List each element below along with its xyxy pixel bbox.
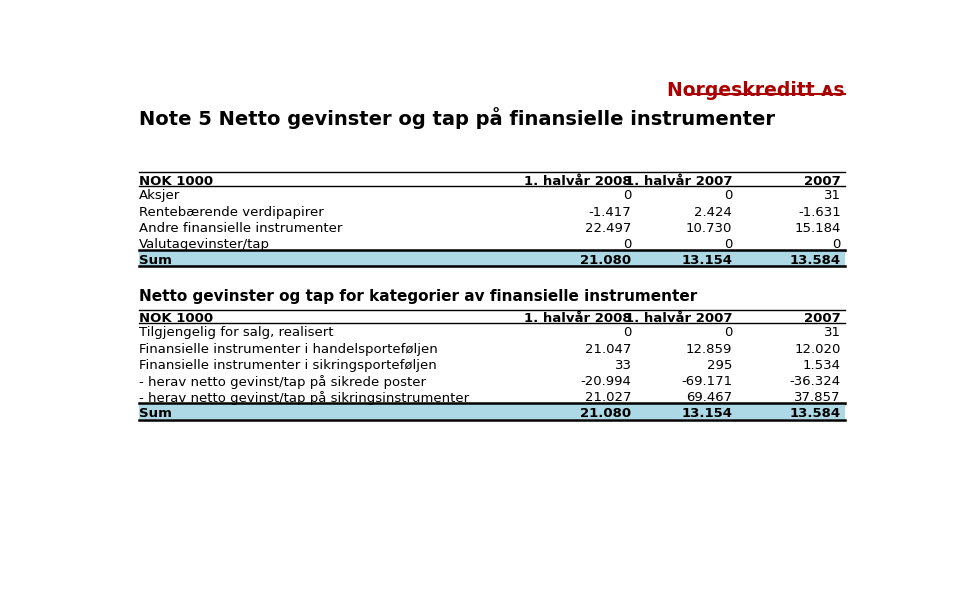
Text: 21.080: 21.080: [581, 407, 632, 420]
Text: 13.584: 13.584: [790, 407, 841, 420]
Text: 1. halvår 2007: 1. halvår 2007: [625, 312, 732, 325]
Text: Sum: Sum: [139, 407, 172, 420]
Text: 0: 0: [832, 238, 841, 251]
Text: 37.857: 37.857: [794, 391, 841, 404]
Text: 0: 0: [724, 238, 732, 251]
Text: 21.080: 21.080: [581, 254, 632, 267]
Text: 295: 295: [707, 359, 732, 372]
Text: 1. halvår 2008: 1. halvår 2008: [524, 175, 632, 188]
Text: 12.859: 12.859: [685, 343, 732, 356]
Text: 12.020: 12.020: [794, 343, 841, 356]
Text: 1.534: 1.534: [803, 359, 841, 372]
Text: 0: 0: [623, 189, 632, 202]
Text: 21.047: 21.047: [586, 343, 632, 356]
Text: 15.184: 15.184: [794, 222, 841, 235]
Text: 10.730: 10.730: [685, 222, 732, 235]
Text: 1. halvår 2008: 1. halvår 2008: [524, 312, 632, 325]
Text: Rentebærende verdipapirer: Rentebærende verdipapirer: [139, 205, 324, 218]
Text: 31: 31: [824, 326, 841, 339]
Text: 22.497: 22.497: [586, 222, 632, 235]
Text: - herav netto gevinst/tap på sikringsinstrumenter: - herav netto gevinst/tap på sikringsins…: [139, 391, 469, 405]
Bar: [139, 404, 845, 419]
Text: Tilgjengelig for salg, realisert: Tilgjengelig for salg, realisert: [139, 326, 334, 339]
Text: 2007: 2007: [804, 175, 841, 188]
Text: 0: 0: [724, 326, 732, 339]
Text: 33: 33: [614, 359, 632, 372]
Bar: [139, 250, 845, 266]
Text: -20.994: -20.994: [581, 375, 632, 388]
Text: 0: 0: [623, 238, 632, 251]
Text: - herav netto gevinst/tap på sikrede poster: - herav netto gevinst/tap på sikrede pos…: [139, 375, 426, 389]
Text: Finansielle instrumenter i handelsporteføljen: Finansielle instrumenter i handelsportef…: [139, 343, 438, 356]
Text: -1.631: -1.631: [798, 205, 841, 218]
Text: Sum: Sum: [139, 254, 172, 267]
Text: Norgeskreditt ᴀs: Norgeskreditt ᴀs: [667, 81, 845, 100]
Text: 31: 31: [824, 189, 841, 202]
Text: NOK 1000: NOK 1000: [139, 175, 213, 188]
Text: Finansielle instrumenter i sikringsporteføljen: Finansielle instrumenter i sikringsporte…: [139, 359, 437, 372]
Text: -69.171: -69.171: [682, 375, 732, 388]
Text: Andre finansielle instrumenter: Andre finansielle instrumenter: [139, 222, 343, 235]
Text: 69.467: 69.467: [686, 391, 732, 404]
Text: NOK 1000: NOK 1000: [139, 312, 213, 325]
Text: 2.424: 2.424: [694, 205, 732, 218]
Text: -1.417: -1.417: [588, 205, 632, 218]
Text: Note 5 Netto gevinster og tap på finansielle instrumenter: Note 5 Netto gevinster og tap på finansi…: [139, 107, 776, 129]
Text: 13.584: 13.584: [790, 254, 841, 267]
Text: 2007: 2007: [804, 312, 841, 325]
Text: 13.154: 13.154: [682, 407, 732, 420]
Text: Netto gevinster og tap for kategorier av finansielle instrumenter: Netto gevinster og tap for kategorier av…: [139, 289, 698, 304]
Text: Valutagevinster/tap: Valutagevinster/tap: [139, 238, 271, 251]
Text: -36.324: -36.324: [790, 375, 841, 388]
Text: 0: 0: [623, 326, 632, 339]
Text: 0: 0: [724, 189, 732, 202]
Text: 13.154: 13.154: [682, 254, 732, 267]
Text: 21.027: 21.027: [585, 391, 632, 404]
Text: Aksjer: Aksjer: [139, 189, 180, 202]
Text: 1. halvår 2007: 1. halvår 2007: [625, 175, 732, 188]
